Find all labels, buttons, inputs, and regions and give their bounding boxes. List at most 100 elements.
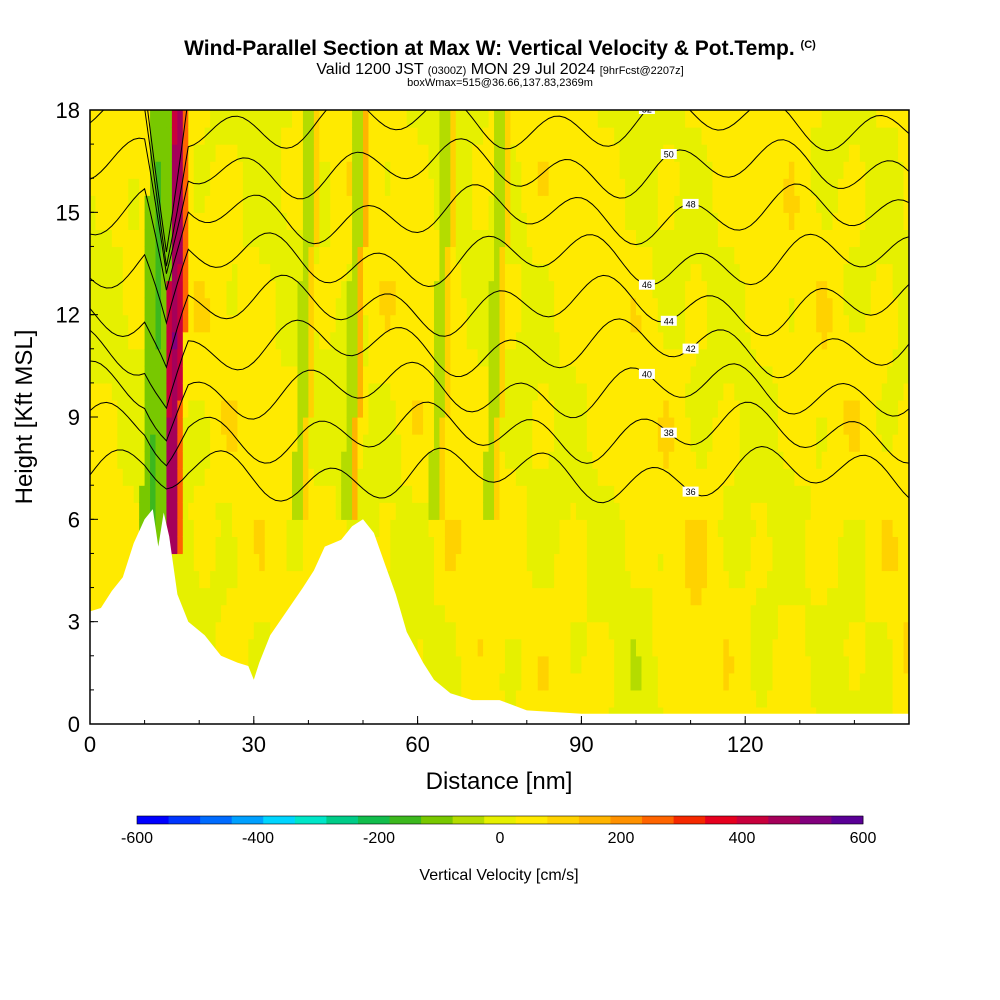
w-cell xyxy=(772,178,779,196)
w-cell xyxy=(193,382,200,401)
w-cell xyxy=(772,451,779,469)
w-cell xyxy=(95,178,102,196)
w-cell xyxy=(133,195,140,213)
w-cell xyxy=(259,110,266,128)
w-cell xyxy=(204,331,211,350)
w-cell xyxy=(799,127,806,145)
w-cell xyxy=(171,195,178,213)
w-cell xyxy=(357,212,364,230)
w-cell xyxy=(450,246,457,265)
w-cell xyxy=(570,587,577,606)
w-cell xyxy=(335,519,342,537)
w-cell xyxy=(401,297,408,316)
w-cell xyxy=(390,553,397,572)
w-cell xyxy=(543,280,550,299)
w-cell xyxy=(117,297,124,316)
w-cell xyxy=(439,348,446,367)
w-cell xyxy=(417,161,424,179)
w-cell xyxy=(772,212,779,230)
w-cell xyxy=(472,348,479,367)
w-cell xyxy=(439,144,446,162)
w-cell xyxy=(756,536,763,555)
w-cell xyxy=(461,502,468,520)
w-cell xyxy=(668,399,675,418)
w-cell xyxy=(777,263,785,282)
w-cell xyxy=(90,519,97,537)
w-cell xyxy=(532,417,539,435)
w-cell xyxy=(739,297,746,316)
w-cell xyxy=(188,536,195,555)
w-cell xyxy=(204,536,211,555)
w-cell xyxy=(139,434,146,452)
w-cell xyxy=(95,570,102,589)
w-cell xyxy=(767,314,774,333)
w-cell xyxy=(412,502,419,520)
w-cell xyxy=(352,382,359,401)
w-cell xyxy=(122,314,129,333)
w-cell xyxy=(646,144,653,162)
w-cell xyxy=(472,331,479,350)
w-cell xyxy=(805,519,812,537)
w-cell xyxy=(450,127,457,145)
w-cell xyxy=(712,263,719,282)
w-cell xyxy=(679,161,686,179)
w-cell xyxy=(444,348,451,367)
w-cell xyxy=(767,655,774,674)
w-cell xyxy=(526,399,533,418)
w-cell xyxy=(712,536,719,555)
w-cell xyxy=(259,161,266,179)
w-cell xyxy=(504,638,512,657)
w-cell xyxy=(706,195,714,213)
w-cell xyxy=(723,451,730,469)
w-cell xyxy=(472,536,479,555)
w-cell xyxy=(242,280,249,299)
w-cell xyxy=(139,144,146,162)
w-cell xyxy=(341,263,348,282)
w-cell xyxy=(532,365,539,384)
w-cell xyxy=(461,553,468,572)
w-cell xyxy=(608,127,615,145)
w-cell xyxy=(592,621,599,640)
w-cell xyxy=(739,638,746,657)
w-cell xyxy=(554,689,561,708)
w-cell xyxy=(559,297,566,316)
w-cell xyxy=(455,417,462,435)
w-cell xyxy=(166,263,173,282)
w-cell xyxy=(767,519,774,537)
w-cell xyxy=(515,127,522,145)
w-cell xyxy=(537,195,544,213)
w-cell xyxy=(554,502,561,520)
w-cell xyxy=(548,468,555,486)
w-cell xyxy=(182,280,189,299)
w-cell xyxy=(193,331,200,350)
w-cell xyxy=(734,263,741,282)
w-cell xyxy=(543,314,550,333)
w-cell xyxy=(406,468,413,486)
w-cell xyxy=(417,144,424,162)
w-cell xyxy=(788,144,795,162)
w-cell xyxy=(373,382,380,401)
w-cell xyxy=(543,502,550,520)
w-cell xyxy=(286,212,293,230)
w-cell xyxy=(188,587,195,606)
w-cell xyxy=(281,144,288,162)
w-cell xyxy=(504,195,512,213)
w-cell xyxy=(106,570,113,589)
w-cell xyxy=(363,502,370,520)
w-cell xyxy=(450,314,457,333)
w-cell xyxy=(177,127,184,145)
w-cell xyxy=(494,110,501,128)
w-cell xyxy=(226,434,233,452)
w-cell xyxy=(390,127,397,145)
w-cell xyxy=(783,672,790,691)
w-cell xyxy=(466,280,473,299)
w-cell xyxy=(548,434,555,452)
w-cell xyxy=(679,314,686,333)
w-cell xyxy=(155,502,162,520)
w-cell xyxy=(603,246,610,265)
w-cell xyxy=(455,621,462,640)
w-cell xyxy=(297,417,304,435)
w-cell xyxy=(783,570,790,589)
w-cell xyxy=(646,502,653,520)
w-cell xyxy=(494,434,501,452)
